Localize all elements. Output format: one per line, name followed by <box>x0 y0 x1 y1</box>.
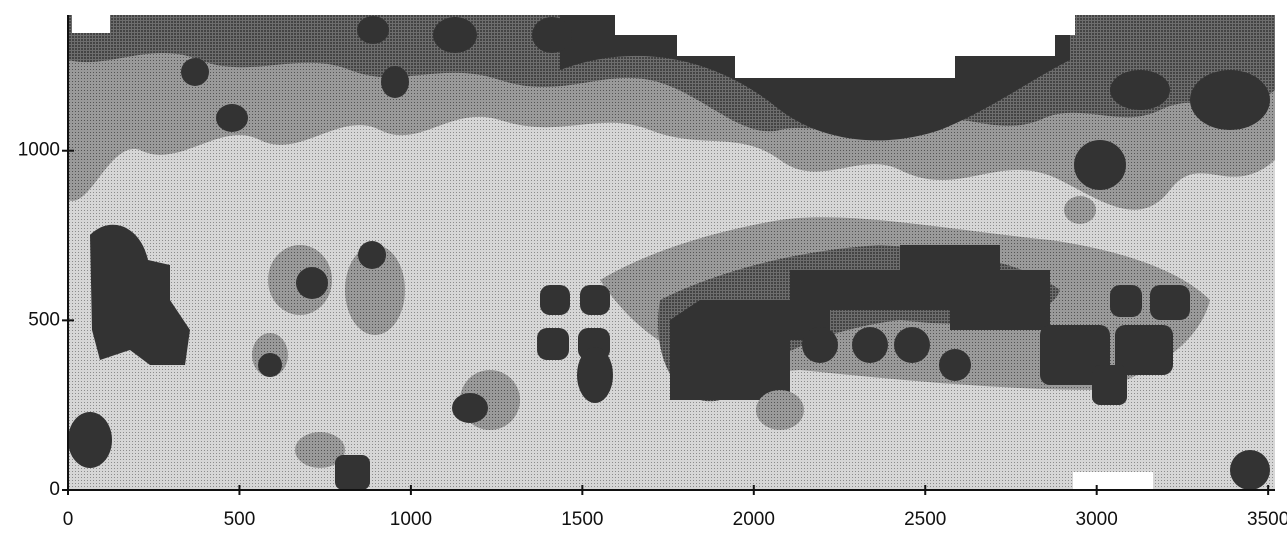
x-tick-label: 1500 <box>561 509 603 530</box>
x-tick-label: 2000 <box>733 509 775 530</box>
x-tick-label: 1000 <box>390 509 432 530</box>
x-tick-label: 0 <box>63 509 74 530</box>
y-tick-label: 1000 <box>18 140 60 161</box>
x-tick-label: 500 <box>224 509 256 530</box>
x-tick-label: 2500 <box>904 509 946 530</box>
x-tick-label: 3000 <box>1076 509 1118 530</box>
y-tick-label: 500 <box>28 309 60 330</box>
ticks: 0 500 1000 1500 2000 2500 3000 3500 0 500 1000 <box>18 140 1287 530</box>
x-tick-label: 3500 <box>1247 509 1287 530</box>
contour-field <box>68 15 1275 490</box>
y-tick-label: 0 <box>49 479 60 500</box>
